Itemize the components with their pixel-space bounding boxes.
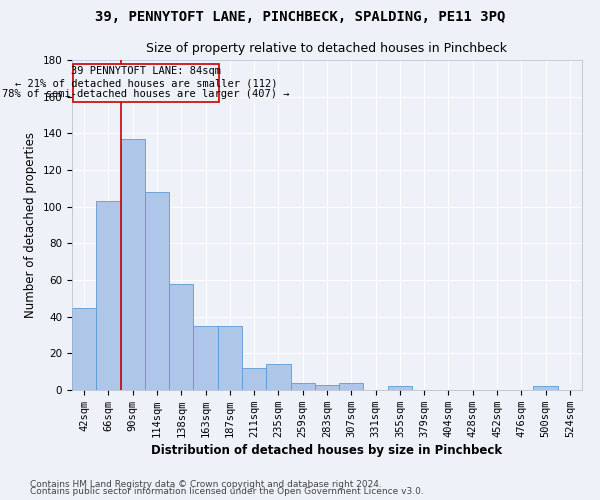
Bar (96, 201, 121, 390)
Y-axis label: Number of detached properties: Number of detached properties (24, 132, 37, 318)
Bar (315, 384, 339, 390)
Bar (72, 308, 96, 390)
Text: 39 PENNYTOFT LANE: 84sqm: 39 PENNYTOFT LANE: 84sqm (71, 66, 221, 76)
Bar (266, 364, 290, 390)
Bar (339, 382, 364, 390)
Bar (290, 382, 315, 390)
Text: 39, PENNYTOFT LANE, PINCHBECK, SPALDING, PE11 3PQ: 39, PENNYTOFT LANE, PINCHBECK, SPALDING,… (95, 10, 505, 24)
Bar (73, 64, 219, 102)
Bar (218, 326, 242, 390)
X-axis label: Distribution of detached houses by size in Pinchbeck: Distribution of detached houses by size … (151, 444, 503, 457)
Bar (533, 386, 558, 390)
Text: 78% of semi-detached houses are larger (407) →: 78% of semi-detached houses are larger (… (2, 90, 290, 100)
Bar (388, 386, 412, 390)
Text: Contains HM Land Registry data © Crown copyright and database right 2024.: Contains HM Land Registry data © Crown c… (30, 480, 382, 489)
Bar (169, 284, 193, 390)
Bar (193, 326, 218, 390)
Text: Contains public sector information licensed under the Open Government Licence v3: Contains public sector information licen… (30, 487, 424, 496)
Text: ← 21% of detached houses are smaller (112): ← 21% of detached houses are smaller (11… (15, 78, 277, 88)
Bar (145, 192, 169, 390)
Bar (121, 139, 145, 390)
Title: Size of property relative to detached houses in Pinchbeck: Size of property relative to detached ho… (146, 42, 508, 54)
Bar (242, 368, 266, 390)
